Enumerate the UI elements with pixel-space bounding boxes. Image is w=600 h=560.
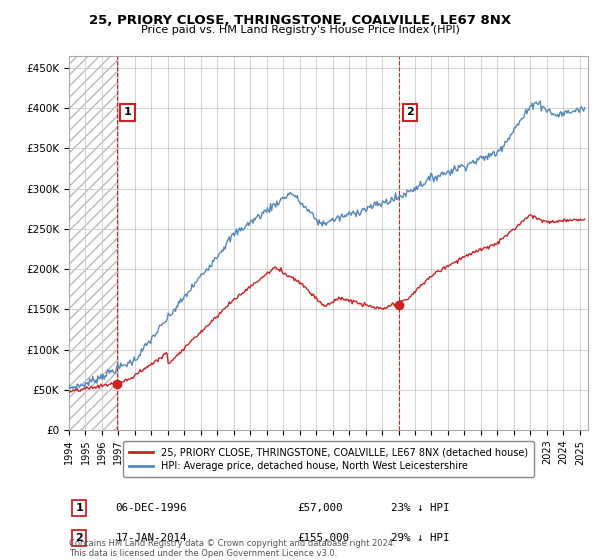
Text: 2: 2	[406, 108, 413, 117]
Text: 29% ↓ HPI: 29% ↓ HPI	[391, 533, 449, 543]
Text: 17-JAN-2014: 17-JAN-2014	[116, 533, 187, 543]
Text: 1: 1	[124, 108, 131, 117]
Text: £155,000: £155,000	[298, 533, 349, 543]
Text: 1: 1	[76, 503, 83, 513]
Bar	[69, 56, 117, 430]
Text: 2: 2	[76, 533, 83, 543]
Text: £57,000: £57,000	[298, 503, 343, 513]
Text: Price paid vs. HM Land Registry's House Price Index (HPI): Price paid vs. HM Land Registry's House …	[140, 25, 460, 35]
Text: 25, PRIORY CLOSE, THRINGSTONE, COALVILLE, LE67 8NX: 25, PRIORY CLOSE, THRINGSTONE, COALVILLE…	[89, 14, 511, 27]
Text: 06-DEC-1996: 06-DEC-1996	[116, 503, 187, 513]
Legend: 25, PRIORY CLOSE, THRINGSTONE, COALVILLE, LE67 8NX (detached house), HPI: Averag: 25, PRIORY CLOSE, THRINGSTONE, COALVILLE…	[123, 441, 534, 477]
Text: Contains HM Land Registry data © Crown copyright and database right 2024.
This d: Contains HM Land Registry data © Crown c…	[69, 539, 395, 558]
Text: 23% ↓ HPI: 23% ↓ HPI	[391, 503, 449, 513]
